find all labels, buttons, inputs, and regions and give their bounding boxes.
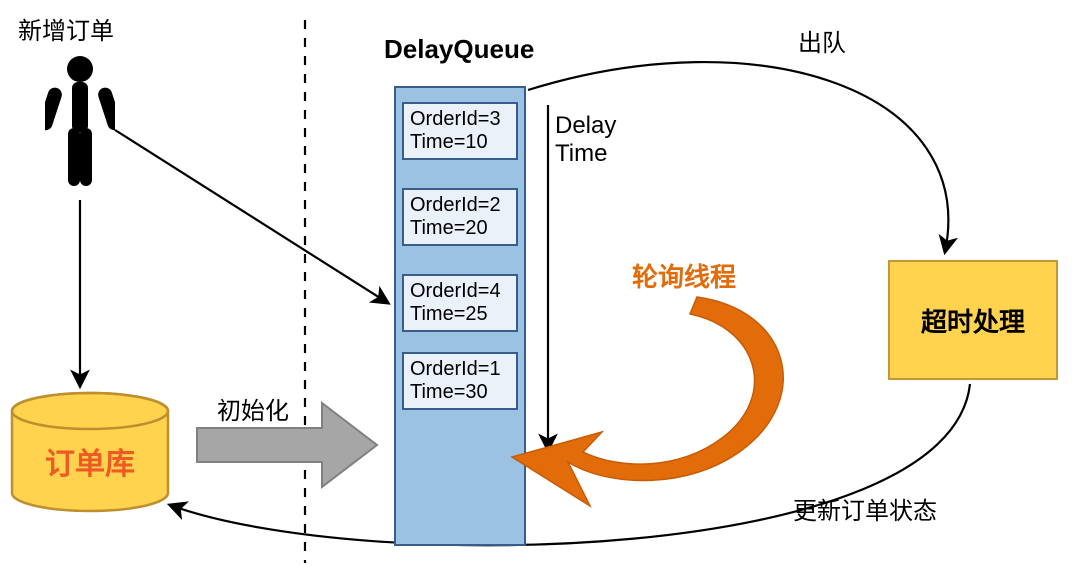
- initialize-block-arrow: [192, 400, 382, 490]
- order-database: 订单库: [10, 391, 170, 511]
- order-database-label: 订单库: [10, 439, 170, 483]
- poll-curved-arrow-icon: [512, 297, 783, 506]
- user-icon: [45, 54, 115, 194]
- diagram-canvas: { "labels": { "new_order": "新增订单", "dela…: [0, 0, 1080, 583]
- block-arrow-icon: [192, 400, 382, 490]
